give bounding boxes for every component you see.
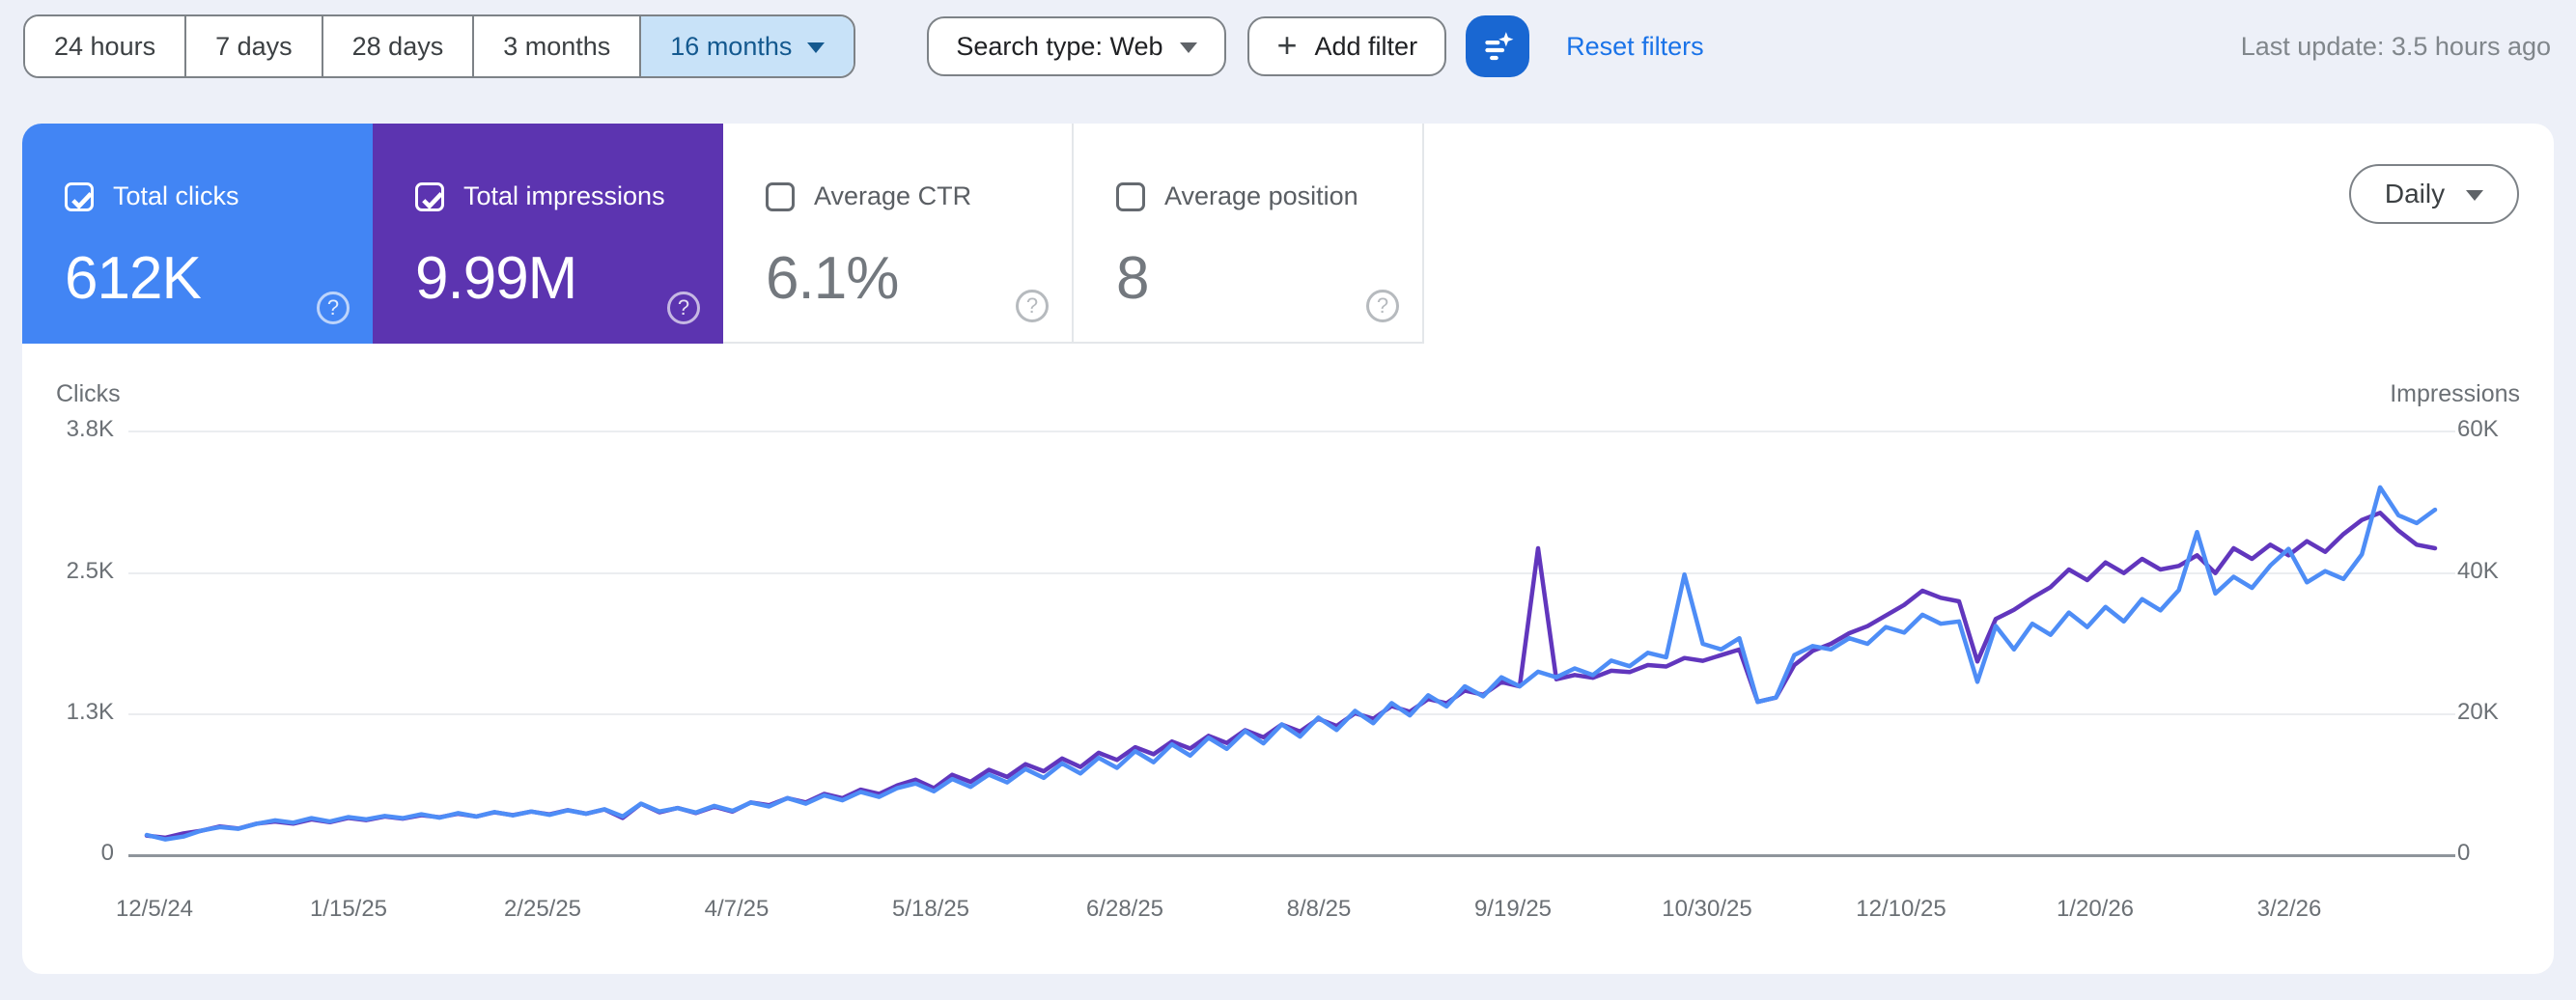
reset-filters-link[interactable]: Reset filters — [1566, 31, 1704, 61]
gridline — [128, 713, 2455, 715]
tile-total-impressions[interactable]: Total impressions 9.99M ? — [373, 124, 723, 344]
date-range-7-days[interactable]: 7 days — [184, 16, 322, 76]
granularity-label: Daily — [2384, 179, 2446, 208]
checkmark-icon — [422, 191, 443, 209]
tile-label: Total clicks — [113, 181, 239, 210]
axis-tick-label: 20K — [2457, 699, 2499, 725]
date-range-label: 24 hours — [54, 31, 156, 61]
date-range-16-months[interactable]: 16 months — [639, 16, 854, 76]
total-impressions-checkbox[interactable] — [415, 181, 444, 211]
date-range-24-hours[interactable]: 24 hours — [25, 16, 185, 76]
x-axis-baseline — [128, 854, 2455, 857]
tile-total-clicks[interactable]: Total clicks 612K ? — [22, 124, 373, 344]
date-range-label: 16 months — [670, 31, 793, 61]
tile-average-position[interactable]: Average position 8 ? — [1074, 124, 1424, 344]
tile-label: Total impressions — [463, 181, 665, 210]
date-range-label: 3 months — [503, 31, 611, 61]
x-axis-date-label: 10/30/25 — [1662, 896, 1752, 922]
top-toolbar: 24 hours 7 days 28 days 3 months 16 mont… — [23, 14, 2551, 79]
tile-value: 8 — [1116, 245, 1149, 312]
chevron-down-icon — [1180, 42, 1198, 53]
axis-tick-label: 1.3K — [66, 699, 114, 725]
help-icon[interactable]: ? — [1366, 290, 1399, 322]
date-range-group: 24 hours 7 days 28 days 3 months 16 mont… — [23, 14, 856, 78]
axis-tick-label: 40K — [2457, 558, 2499, 584]
axis-tick-label: 3.8K — [66, 416, 114, 442]
x-axis-date-label: 6/28/25 — [1085, 896, 1164, 922]
checkmark-icon — [71, 191, 93, 209]
x-axis-date-label: 1/20/26 — [2056, 896, 2135, 922]
last-update-text: Last update: 3.5 hours ago — [2240, 31, 2551, 61]
add-filter-button[interactable]: + Add filter — [1247, 16, 1447, 76]
search-type-dropdown[interactable]: Search type: Web — [927, 16, 1227, 76]
x-axis-date-label: 2/25/25 — [503, 896, 582, 922]
tile-label: Average position — [1164, 181, 1358, 210]
series-line-impressions — [144, 511, 2438, 841]
series-line-clicks — [144, 485, 2438, 842]
search-type-label: Search type: Web — [956, 31, 1163, 61]
ai-filter-button[interactable] — [1466, 15, 1530, 77]
chevron-down-icon — [2466, 190, 2484, 201]
tile-average-ctr[interactable]: Average CTR 6.1% ? — [723, 124, 1074, 344]
date-range-label: 28 days — [351, 31, 444, 61]
help-icon[interactable]: ? — [1016, 290, 1049, 322]
x-axis-date-label: 12/5/24 — [115, 896, 194, 922]
filter-sparkle-icon — [1485, 32, 1514, 61]
average-ctr-checkbox[interactable] — [766, 181, 795, 211]
granularity-dropdown[interactable]: Daily — [2349, 164, 2519, 224]
performance-card: Total clicks 612K ? Total impressions 9.… — [22, 124, 2554, 974]
x-axis-date-label: 1/15/25 — [309, 896, 388, 922]
gridline — [128, 572, 2455, 574]
axis-tick-label: 2.5K — [66, 558, 114, 584]
help-icon[interactable]: ? — [667, 292, 700, 324]
x-axis-date-label: 8/8/25 — [1286, 896, 1352, 922]
tile-value: 9.99M — [415, 245, 577, 312]
tile-label: Average CTR — [814, 181, 972, 210]
axis-tick-label: 0 — [100, 840, 114, 866]
left-axis-title: Clicks — [56, 380, 121, 407]
total-clicks-checkbox[interactable] — [65, 181, 94, 211]
axis-tick-label: 0 — [2457, 840, 2471, 866]
x-axis-date-label: 9/19/25 — [1473, 896, 1553, 922]
metric-tiles: Total clicks 612K ? Total impressions 9.… — [22, 124, 1424, 344]
add-filter-label: Add filter — [1314, 31, 1418, 61]
gridline — [128, 431, 2455, 432]
tile-value: 612K — [65, 245, 202, 312]
help-icon[interactable]: ? — [317, 292, 350, 324]
x-axis-date-label: 5/18/25 — [891, 896, 970, 922]
x-axis-date-label: 12/10/25 — [1856, 896, 1946, 922]
date-range-3-months[interactable]: 3 months — [472, 16, 640, 76]
right-axis-title: Impressions — [2390, 380, 2520, 407]
date-range-28-days[interactable]: 28 days — [321, 16, 473, 76]
date-range-label: 7 days — [215, 31, 293, 61]
tile-value: 6.1% — [766, 245, 899, 312]
average-position-checkbox[interactable] — [1116, 181, 1145, 211]
x-axis-date-label: 4/7/25 — [704, 896, 770, 922]
performance-chart-plot[interactable] — [128, 415, 2455, 869]
chevron-down-icon — [807, 42, 826, 53]
plus-icon: + — [1276, 24, 1298, 65]
x-axis-date-label: 3/2/26 — [2256, 896, 2322, 922]
axis-tick-label: 60K — [2457, 416, 2499, 442]
